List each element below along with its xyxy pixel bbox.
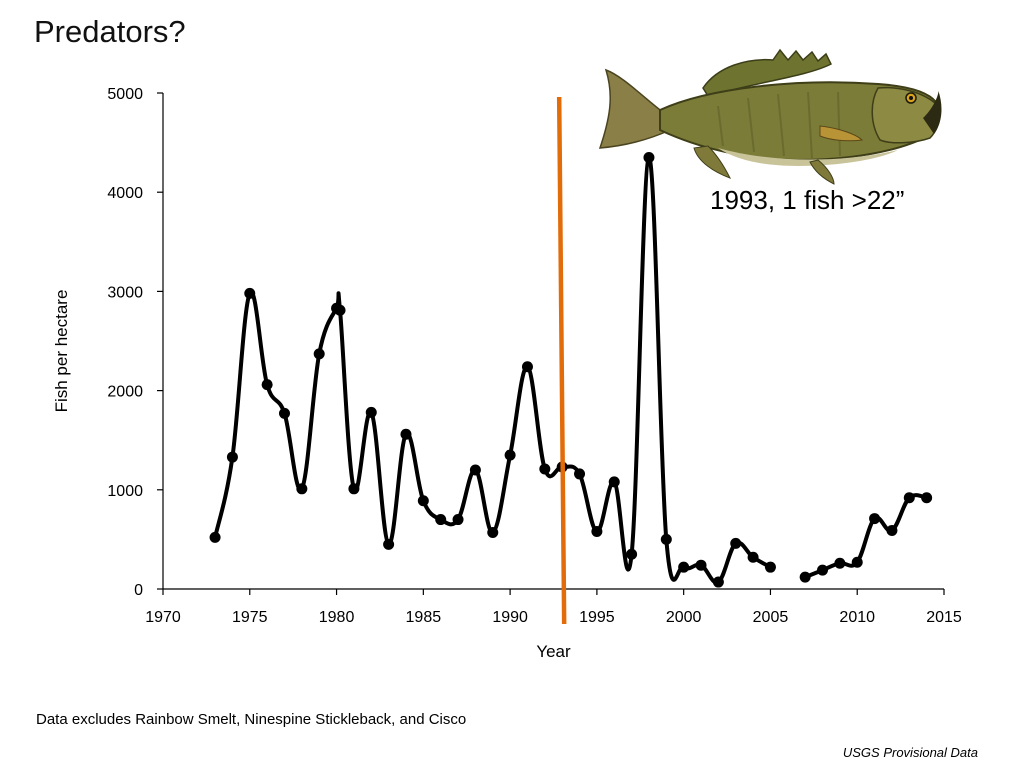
data-point [452, 514, 464, 526]
data-point [348, 483, 360, 495]
y-tick-label: 5000 [107, 86, 143, 103]
data-point [678, 561, 690, 573]
source-note: USGS Provisional Data [842, 745, 978, 760]
data-point [296, 483, 308, 495]
data-point [834, 557, 846, 569]
y-tick-label: 4000 [107, 185, 143, 202]
data-point [817, 564, 829, 576]
x-tick-label: 2015 [926, 609, 962, 626]
series-line [213, 155, 772, 585]
data-point [539, 463, 551, 475]
data-point [334, 304, 346, 316]
data-point [435, 514, 447, 526]
y-tick-label: 3000 [107, 284, 143, 301]
data-point [400, 428, 412, 440]
data-point [799, 571, 811, 583]
chart-reference-line [556, 96, 567, 625]
x-tick-label: 1990 [492, 609, 528, 626]
data-point [313, 348, 325, 360]
data-point [712, 576, 724, 588]
data-point [365, 406, 377, 418]
data-point [521, 361, 533, 373]
x-axis-title: Year [536, 642, 571, 661]
data-point [869, 513, 881, 525]
data-point [504, 449, 516, 461]
y-tick-label: 2000 [107, 384, 143, 401]
x-tick-label: 2000 [666, 609, 702, 626]
data-point [921, 492, 933, 504]
y-tick-label: 0 [134, 582, 143, 599]
data-point [278, 407, 290, 419]
data-point [851, 556, 863, 568]
chart-annotation: 1993, 1 fish >22” [710, 185, 905, 215]
chart-series [213, 155, 927, 585]
data-point [244, 287, 256, 299]
data-point [747, 551, 759, 563]
y-axis-title: Fish per hectare [52, 290, 71, 413]
data-point [487, 526, 499, 538]
data-point [417, 495, 429, 507]
data-point [209, 531, 221, 543]
x-tick-label: 1975 [232, 609, 268, 626]
data-point [574, 468, 586, 480]
footnote: Data excludes Rainbow Smelt, Ninespine S… [36, 711, 467, 728]
x-tick-label: 1995 [579, 609, 615, 626]
data-point [643, 151, 655, 163]
slide-title: Predators? [34, 14, 186, 49]
y-tick-label: 1000 [107, 483, 143, 500]
data-point [226, 451, 238, 463]
data-point [591, 525, 603, 537]
data-point [764, 561, 776, 573]
data-point [626, 548, 638, 560]
x-tick-label: 2005 [753, 609, 789, 626]
x-tick-label: 1985 [406, 609, 442, 626]
chart-markers [209, 151, 933, 588]
x-tick-label: 1970 [145, 609, 181, 626]
chart-axes: 0 1000 2000 3000 4000 5000 1970 1975 1980 1985 199… [52, 86, 962, 661]
data-point [261, 379, 273, 391]
reference-line-1993 [556, 96, 567, 625]
data-point [886, 524, 898, 536]
data-point [695, 559, 707, 571]
x-tick-label: 1980 [319, 609, 355, 626]
data-point [469, 464, 481, 476]
data-point [383, 538, 395, 550]
data-point [608, 476, 620, 488]
smallmouth-bass-image [598, 48, 942, 185]
x-tick-label: 2010 [839, 609, 875, 626]
data-point [730, 537, 742, 549]
data-point [903, 492, 915, 504]
data-point [660, 533, 672, 545]
